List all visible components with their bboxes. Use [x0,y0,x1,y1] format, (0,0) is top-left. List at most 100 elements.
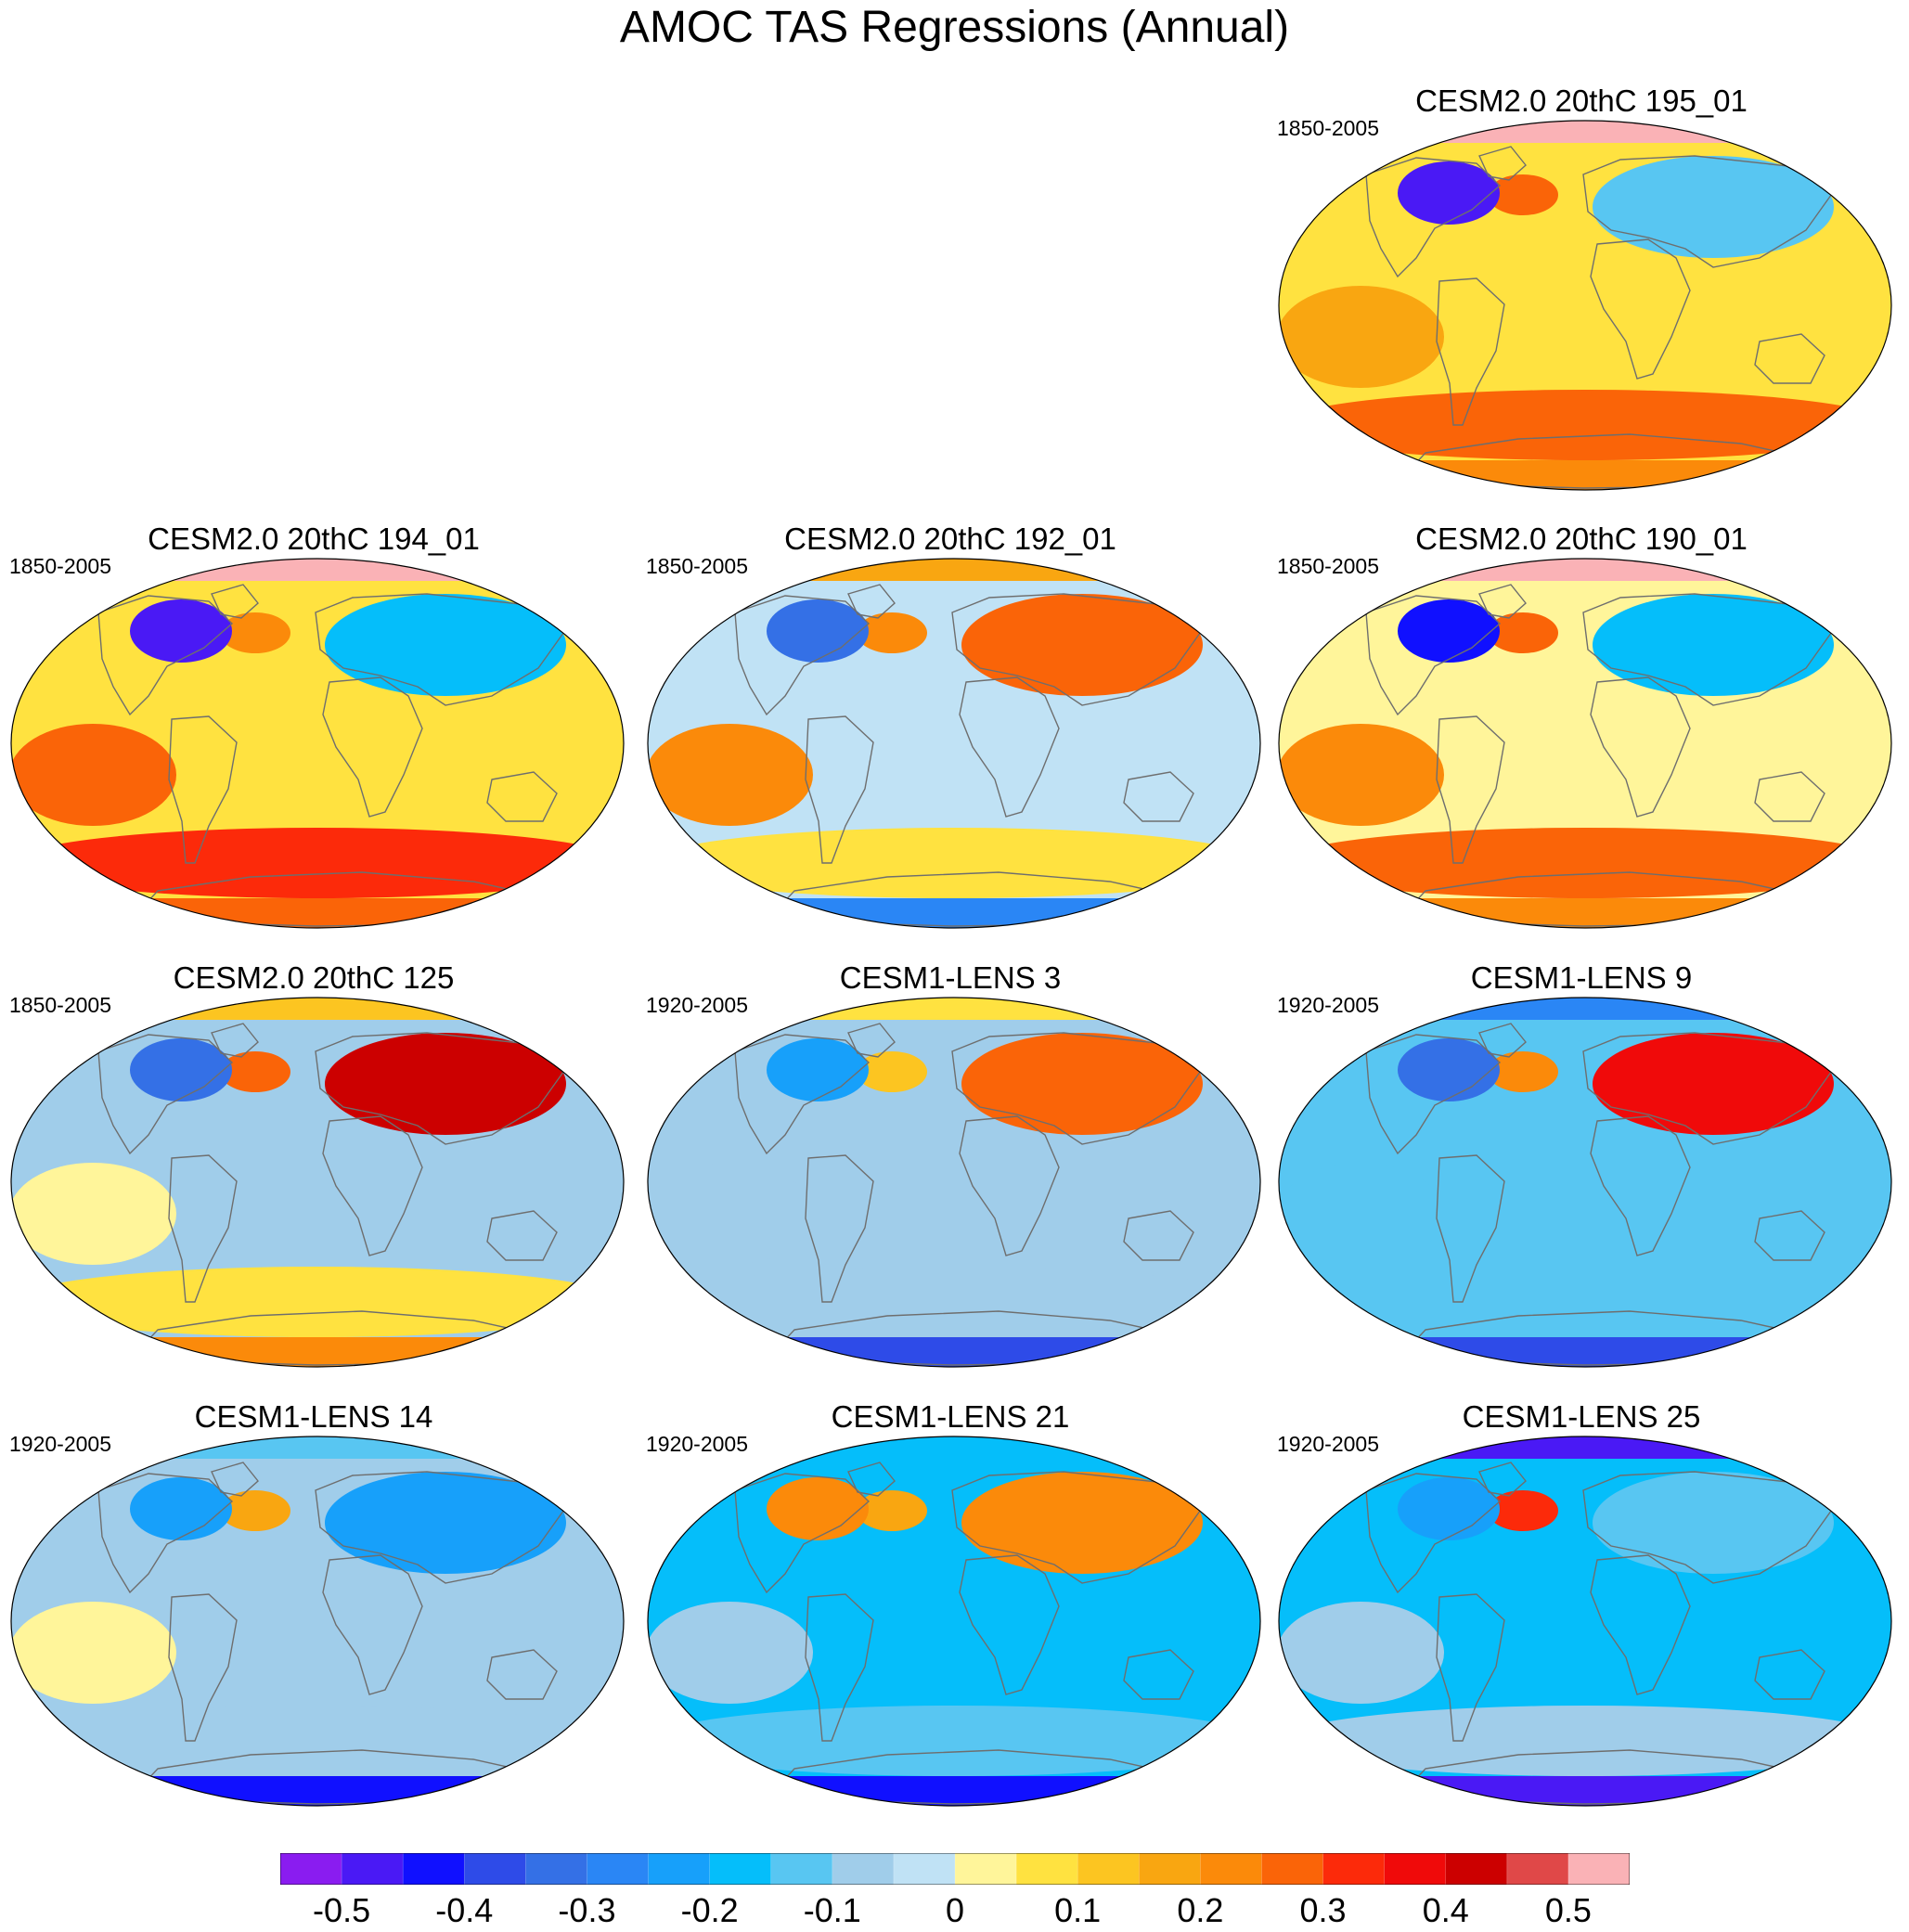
field-e-pacific [1279,1163,1444,1265]
field-arctic [1279,1436,1891,1459]
field-n-atlantic [220,1490,290,1531]
coastline [1436,1154,1505,1303]
field-antarctic [1279,460,1891,490]
coastline [734,595,871,716]
field-n-atlantic [857,612,927,653]
chart-title: AMOC TAS Regressions (Annual) [619,3,1290,52]
coastline [168,1593,238,1742]
field-nw-atlantic [130,599,232,663]
field-antarctic [1279,898,1891,928]
field-eurasia [1593,594,1834,696]
colorbar-swatch [1384,1853,1447,1885]
colorbar-tick-label: 0 [945,1891,965,1929]
coastline [959,676,1060,818]
field-nw-atlantic [767,1038,869,1101]
field-southern-ocean [648,1706,1260,1776]
field-eurasia [325,1033,566,1135]
field-e-pacific [648,1602,813,1704]
field-nw-atlantic [130,1477,232,1540]
coastline [486,1210,558,1261]
coastline [1365,1034,1502,1155]
field-antarctic [648,1337,1260,1367]
coastline [959,1115,1060,1256]
panel-period: 1920-2005 [9,1432,111,1456]
coastline [847,1023,896,1058]
field-nw-atlantic [1398,1477,1500,1540]
coastline [486,1649,558,1700]
panel-title: CESM2.0 20thC 194_01 [148,522,480,556]
field-arctic [1279,121,1891,143]
field-arctic [648,1436,1260,1459]
colorbar-swatch [280,1853,342,1885]
colorbar-swatch [1261,1853,1324,1885]
field-arctic [648,998,1260,1020]
field-e-pacific [11,1163,176,1265]
map-panel: CESM2.0 20thC 125 1850-2005 [2,960,626,1369]
field-southern-ocean [1279,390,1891,460]
coastline [1123,1649,1194,1700]
field-n-atlantic [857,1490,927,1531]
panel-title: CESM1-LENS 3 [839,960,1062,995]
colorbar-tick-label: 0.3 [1299,1891,1347,1929]
coastline [805,1154,874,1303]
map-outline [1278,997,1892,1368]
field-antarctic [11,1337,624,1367]
field-e-pacific [11,724,176,826]
coastline [168,715,238,864]
field-n-atlantic [220,612,290,653]
coastline [1754,771,1825,822]
panel-title: CESM1-LENS 14 [194,1399,433,1434]
regression-map [1278,1436,1892,1807]
panel-period: 1920-2005 [646,993,748,1017]
panel-title: CESM2.0 20thC 190_01 [1415,522,1748,556]
panel-period: 1850-2005 [646,554,748,578]
field-eurasia [1593,1033,1834,1135]
field-n-atlantic [1488,1051,1558,1092]
regression-map [1278,120,1892,491]
panel-title: CESM1-LENS 9 [1470,960,1693,995]
coastline [1582,155,1835,268]
colorbar-tick-label: 0.1 [1054,1891,1102,1929]
coastline [97,595,234,716]
field-southern-ocean [1279,1706,1891,1776]
coastline [1582,1032,1835,1145]
coastline [1582,1471,1835,1584]
map-panel: CESM1-LENS 21 1920-2005 [638,1399,1262,1808]
field-southern-ocean [648,828,1260,898]
map-panel: CESM1-LENS 14 1920-2005 [2,1399,626,1808]
field-eurasia [961,1472,1203,1574]
field-arctic [11,1436,624,1459]
colorbar-tick-label: -0.4 [435,1891,494,1929]
coastline [847,1462,896,1497]
field-eurasia [325,1472,566,1574]
field-southern-ocean [11,1706,624,1776]
coastline [322,1115,423,1256]
field-nw-atlantic [1398,161,1500,225]
map-panel: CESM1-LENS 25 1920-2005 [1270,1399,1893,1808]
coastline [1590,1115,1691,1256]
field-eurasia [1593,1472,1834,1574]
field-e-pacific [11,1602,176,1704]
regression-map [1278,558,1892,929]
panel-period: 1850-2005 [1277,116,1379,140]
coastline [211,584,259,619]
regression-map [10,558,625,929]
map-panel: CESM1-LENS 3 1920-2005 [638,960,1262,1369]
colorbar-swatch [464,1853,526,1885]
field-n-atlantic [220,1051,290,1092]
map-panel: CESM2.0 20thC 194_01 1850-2005 [2,522,626,930]
field-antarctic [648,898,1260,928]
panel-title: CESM1-LENS 21 [831,1399,1070,1434]
coastline [1590,676,1691,818]
field-arctic [648,559,1260,581]
map-outline [10,1436,625,1807]
colorbar-swatch [525,1853,587,1885]
field-arctic [11,998,624,1020]
map-outline [647,1436,1261,1807]
coastline [1754,1649,1825,1700]
colorbar-swatch [955,1853,1017,1885]
map-outline [10,558,625,929]
coastline [847,584,896,619]
field-nw-atlantic [1398,1038,1500,1101]
field-southern-ocean [1279,828,1891,898]
